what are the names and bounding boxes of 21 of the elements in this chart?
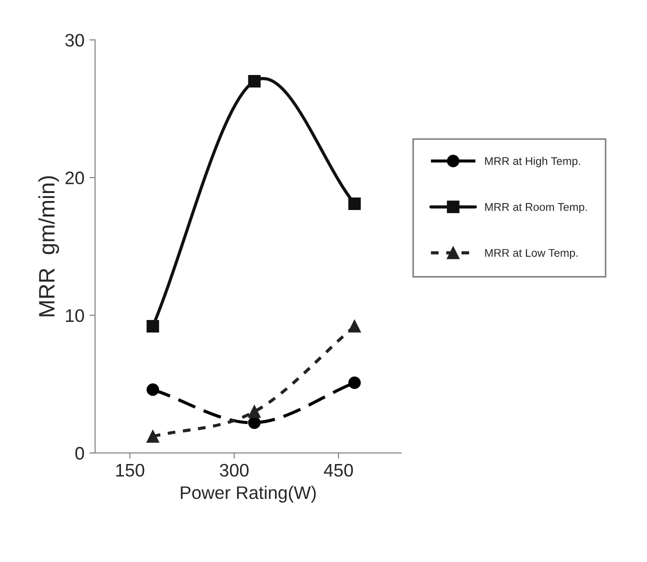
- x-tick-label: 150: [116, 464, 144, 477]
- point: [146, 383, 160, 396]
- y-tick-label: 30: [65, 34, 84, 47]
- legend-label: MRR at Room Temp.: [485, 203, 587, 214]
- legend-label: MRR at Low Temp.: [485, 249, 578, 260]
- point: [348, 320, 361, 333]
- point: [348, 198, 361, 210]
- point: [248, 74, 261, 88]
- legend-label: MRR at High Temp.: [485, 156, 580, 168]
- point: [146, 430, 160, 443]
- y-tick-label: 0: [75, 446, 84, 460]
- y-axis-title: MRR gm/min): [38, 176, 60, 316]
- x-tick-label: 450: [324, 464, 353, 477]
- point: [248, 405, 261, 418]
- point: [348, 376, 361, 389]
- point: [248, 416, 261, 429]
- y-tick-label: 10: [66, 309, 84, 322]
- point: [146, 320, 160, 333]
- x-tick-label: 300: [220, 464, 249, 477]
- y-tick-label: 20: [66, 172, 84, 184]
- x-axis-title: Power Rating(W): [180, 486, 316, 503]
